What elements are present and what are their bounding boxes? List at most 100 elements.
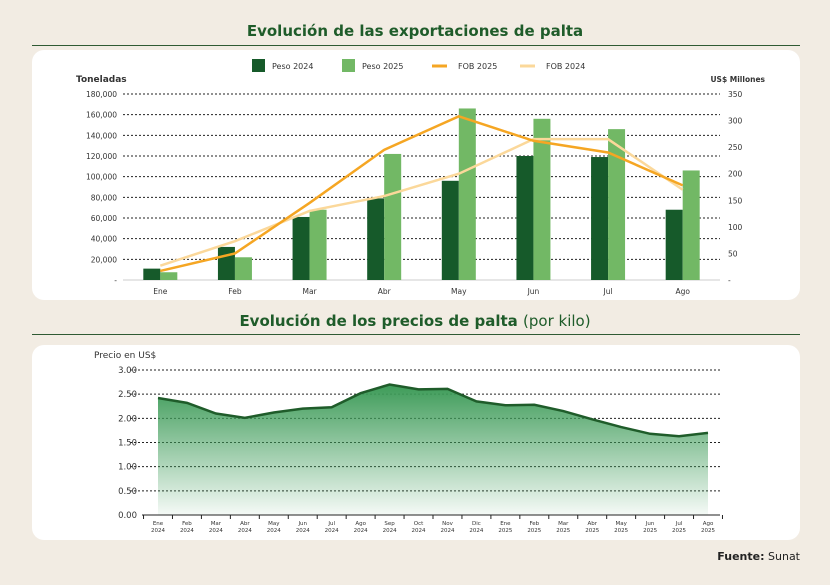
x-tick-label: 2024 [325, 528, 339, 534]
bar-peso-2025 [608, 129, 626, 280]
x-tick-label: Ene [153, 287, 167, 296]
legend-swatch [252, 59, 265, 72]
x-tick-label: 2024 [412, 528, 426, 534]
x-tick-label: 2024 [267, 528, 281, 534]
divider [32, 45, 800, 46]
x-tick-label: Abr [587, 521, 597, 527]
y-tick-label: 3.00 [118, 366, 137, 376]
bar-peso-2025 [533, 118, 551, 280]
y-tick-label: 1.50 [118, 439, 137, 449]
x-tick-label: 2024 [238, 528, 252, 534]
x-tick-label: 2025 [585, 528, 599, 534]
x-tick-label: Jul [603, 287, 613, 296]
x-tick-label: Ago [675, 287, 690, 296]
x-tick-label: 2025 [556, 528, 570, 534]
bar-peso-2024 [516, 156, 534, 280]
y2-tick-label: 350 [728, 90, 743, 99]
bar-peso-2024 [143, 268, 161, 280]
y-tick-label: 180,000 [86, 90, 117, 99]
bar-peso-2024 [591, 157, 609, 280]
x-tick-label: Jun [645, 521, 655, 527]
x-tick-label: 2024 [296, 528, 310, 534]
bar-peso-2025 [160, 272, 178, 280]
x-tick-label: Dic [472, 521, 481, 527]
x-tick-label: Mar [558, 521, 569, 527]
x-tick-label: 2024 [383, 528, 397, 534]
x-tick-label: Mar [211, 521, 222, 527]
x-tick-label: Mar [302, 287, 317, 296]
x-tick-label: 2024 [151, 528, 165, 534]
x-tick-label: Sep [384, 521, 395, 527]
x-tick-label: 2024 [440, 528, 454, 534]
x-tick-label: Feb [228, 287, 242, 296]
bar-peso-2025 [458, 108, 476, 280]
y2-axis-label: US$ Millones [710, 75, 765, 84]
y-tick-label: 2.50 [118, 390, 137, 400]
x-tick-label: 2024 [354, 528, 368, 534]
bar-peso-2025 [682, 170, 700, 280]
y-axis-label: Precio en US$ [94, 351, 156, 361]
x-tick-label: Jun [297, 521, 307, 527]
x-tick-label: Feb [182, 521, 192, 527]
x-tick-label: 2025 [614, 528, 628, 534]
x-tick-label: Abr [240, 521, 250, 527]
y-tick-label: 160,000 [86, 111, 117, 120]
x-tick-label: Jul [675, 521, 683, 527]
x-tick-label: 2024 [469, 528, 483, 534]
y-axis-label: Toneladas [76, 75, 127, 85]
bar-peso-2024 [665, 209, 683, 280]
y-tick-label: 140,000 [86, 131, 117, 140]
y2-tick-label: 200 [728, 170, 743, 179]
y-tick-label: 100,000 [86, 173, 117, 182]
legend-label: FOB 2024 [546, 62, 585, 71]
y-tick-label: 2.00 [118, 414, 137, 424]
x-tick-label: 2024 [209, 528, 223, 534]
y-tick-label: 1.00 [118, 463, 137, 473]
line-fob-2024 [159, 137, 684, 267]
y-tick-label: 60,000 [91, 214, 117, 223]
bar-peso-2024 [217, 246, 235, 280]
legend-label: Peso 2025 [362, 62, 403, 71]
line-fob-2025 [160, 114, 684, 273]
y2-tick-label: 100 [728, 223, 743, 232]
x-tick-label: 2025 [672, 528, 686, 534]
x-tick-label: Nov [442, 521, 453, 527]
y-tick-label: - [114, 276, 117, 285]
y-tick-label: 0.50 [118, 487, 137, 497]
x-tick-label: Ago [355, 521, 366, 527]
x-tick-label: 2025 [643, 528, 657, 534]
source-note: Fuente: Sunat [717, 550, 800, 563]
price-area [158, 384, 708, 515]
chart-title-prices: Evolución de los precios de palta (por k… [0, 312, 830, 330]
x-tick-label: 2024 [180, 528, 194, 534]
bar-peso-2025 [309, 209, 327, 280]
legend-swatch [342, 59, 355, 72]
x-tick-label: 2025 [527, 528, 541, 534]
bar-peso-2024 [441, 180, 459, 280]
bar-peso-2024 [367, 198, 385, 280]
x-tick-label: Feb [529, 521, 539, 527]
x-tick-label: Abr [378, 287, 392, 296]
bar-peso-2024 [292, 216, 310, 280]
x-tick-label: May [451, 287, 467, 296]
divider [32, 334, 800, 335]
bar-peso-2025 [234, 257, 252, 280]
price-line [157, 383, 709, 438]
x-tick-label: Jun [527, 287, 540, 296]
source-value: Sunat [768, 550, 800, 563]
chart-title-exports: Evolución de las exportaciones de palta [0, 22, 830, 40]
y2-tick-label: - [728, 276, 731, 285]
title-text: Evolución de las exportaciones de palta [246, 22, 584, 40]
title-suffix: (por kilo) [523, 312, 591, 330]
y2-tick-label: 150 [728, 196, 743, 205]
y2-tick-label: 300 [728, 117, 743, 126]
y-tick-label: 20,000 [91, 255, 117, 264]
y-tick-label: 0.00 [118, 511, 137, 521]
x-tick-label: Oct [414, 521, 424, 527]
y-tick-label: 120,000 [86, 152, 117, 161]
x-tick-label: Ago [703, 521, 714, 527]
x-tick-label: Ene [500, 521, 511, 527]
bar-peso-2025 [384, 153, 402, 280]
source-label: Fuente: [717, 550, 765, 563]
